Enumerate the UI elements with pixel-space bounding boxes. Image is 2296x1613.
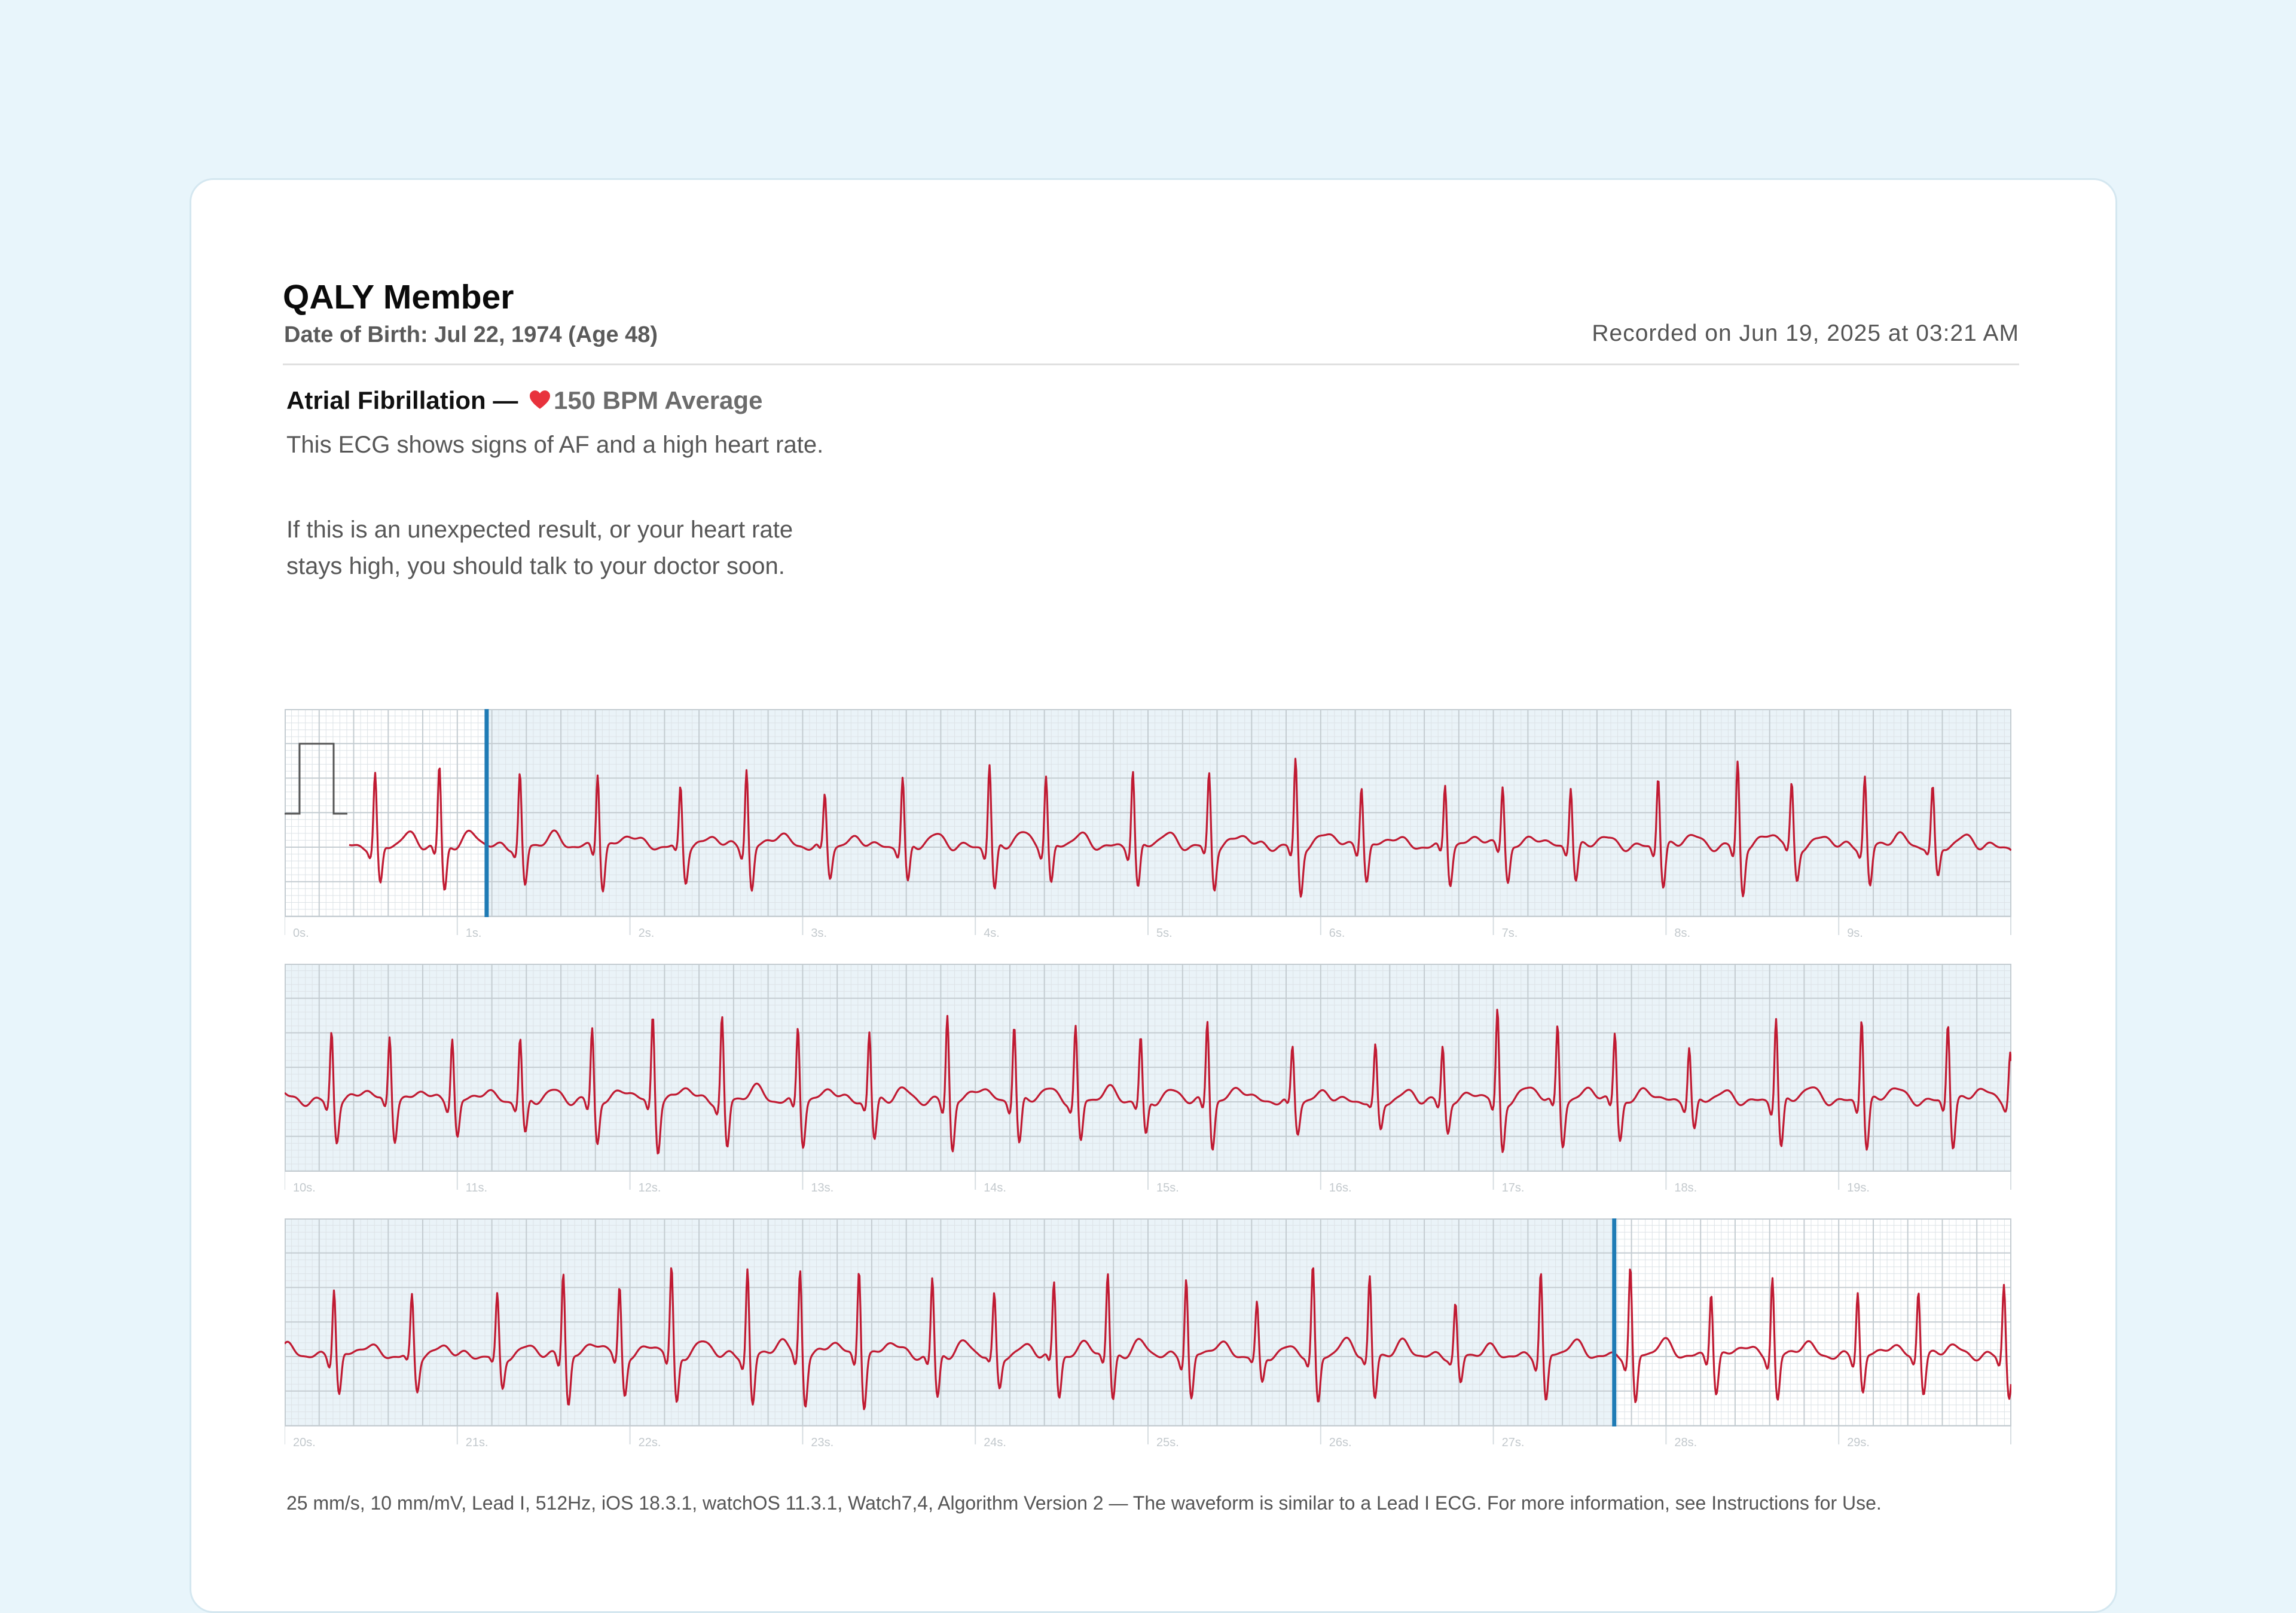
analysis-boundary-marker (484, 709, 489, 917)
ecg-waveform (285, 1009, 2011, 1154)
time-tick-label: 12s. (639, 1181, 661, 1195)
time-tick-label: 18s. (1674, 1181, 1697, 1195)
analysis-boundary-marker (1612, 1218, 1617, 1426)
time-tick-label: 10s. (293, 1181, 316, 1195)
ecg-strip-2: 10s. 11s. 12s. 13s. 14s. 15s. 16s. 17s. 18s. 19s. (285, 964, 2011, 1197)
time-tick-label: 20s. (293, 1436, 316, 1449)
header-divider (283, 363, 2019, 365)
time-tick-label: 9s. (1847, 927, 1863, 940)
time-tick-label: 24s. (984, 1436, 1006, 1449)
time-tick-label: 15s. (1156, 1181, 1179, 1195)
ecg-strip-svg: 20s. 21s. 22s. 23s. 24s. 25s. 26s. 27s. 28s. 29s. (285, 1218, 2011, 1449)
time-tick-label: 7s. (1502, 927, 1518, 940)
time-tick-label: 13s. (811, 1181, 833, 1195)
ecg-strip-svg: 0s. 1s. 2s. 3s. 4s. 5s. 6s. 7s. 8s. 9s. (285, 709, 2011, 940)
time-tick-label: 27s. (1502, 1436, 1525, 1449)
time-tick-label: 17s. (1502, 1181, 1525, 1195)
time-tick-label: 22s. (639, 1436, 661, 1449)
ecg-waveform (285, 1267, 2011, 1410)
recorded-timestamp: Recorded on Jun 19, 2025 at 03:21 AM (1592, 320, 2019, 346)
calibration-pulse (285, 743, 347, 815)
time-tick-label: 0s. (293, 927, 309, 940)
heart-icon (530, 390, 551, 409)
patient-dob: Date of Birth: Jul 22, 1974 (Age 48) (284, 322, 658, 347)
separator: — (493, 386, 518, 414)
recording-details: 25 mm/s, 10 mm/mV, Lead I, 512Hz, iOS 18… (286, 1492, 1882, 1514)
ecg-waveform (349, 757, 2011, 898)
time-tick-label: 11s. (466, 1181, 487, 1195)
diagnosis-line: Atrial Fibrillation — 150 BPM Average (286, 385, 762, 416)
time-tick-label: 28s. (1674, 1436, 1697, 1449)
time-tick-label: 6s. (1329, 927, 1345, 940)
result-advice: If this is an unexpected result, or your… (286, 517, 793, 579)
time-tick-label: 8s. (1674, 927, 1690, 940)
time-tick-label: 14s. (984, 1181, 1006, 1195)
time-tick-label: 19s. (1847, 1181, 1870, 1195)
ecg-strip-3: 20s. 21s. 22s. 23s. 24s. 25s. 26s. 27s. 28s. 29s. (285, 1218, 2011, 1452)
time-tick-label: 3s. (811, 927, 827, 940)
ecg-strip-1: 0s. 1s. 2s. 3s. 4s. 5s. 6s. 7s. 8s. 9s. (285, 709, 2011, 942)
time-tick-label: 1s. (466, 927, 482, 940)
bpm-average: 150 BPM Average (554, 386, 763, 414)
classification-label: Atrial Fibrillation (286, 386, 486, 414)
ecg-strip-svg: 10s. 11s. 12s. 13s. 14s. 15s. 16s. 17s. 18s. 19s. (285, 964, 2011, 1195)
ecg-grid (285, 964, 2011, 1172)
time-tick-label: 2s. (639, 927, 655, 940)
time-tick-label: 25s. (1156, 1436, 1179, 1449)
time-tick-label: 29s. (1847, 1436, 1870, 1449)
time-tick-label: 21s. (466, 1436, 488, 1449)
result-description: This ECG shows signs of AF and a high he… (286, 432, 824, 458)
time-tick-label: 16s. (1329, 1181, 1352, 1195)
time-tick-label: 23s. (811, 1436, 833, 1449)
time-tick-label: 5s. (1156, 927, 1173, 940)
time-tick-label: 4s. (984, 927, 1000, 940)
patient-name: QALY Member (283, 278, 514, 316)
time-tick-label: 26s. (1329, 1436, 1352, 1449)
ecg-grid (285, 709, 2011, 917)
